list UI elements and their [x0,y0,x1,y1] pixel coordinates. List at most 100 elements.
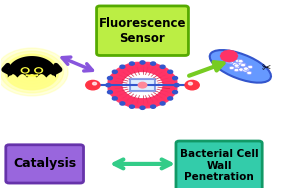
Circle shape [238,62,243,65]
Circle shape [5,54,59,90]
Circle shape [108,77,123,86]
Circle shape [151,96,165,105]
Circle shape [158,70,173,80]
Circle shape [224,58,228,61]
Circle shape [224,51,228,54]
Circle shape [110,87,124,97]
Text: ✂: ✂ [261,63,270,73]
Circle shape [248,65,253,69]
Circle shape [229,60,234,64]
Circle shape [161,73,175,83]
Circle shape [233,63,238,66]
Circle shape [241,64,246,67]
Circle shape [146,97,160,107]
Circle shape [229,66,234,70]
Circle shape [221,57,226,60]
Circle shape [247,71,252,75]
Circle shape [185,81,199,90]
FancyBboxPatch shape [176,141,262,189]
Circle shape [106,84,111,87]
Circle shape [5,54,58,90]
Circle shape [151,62,156,65]
Circle shape [233,55,237,57]
Circle shape [235,65,240,68]
Circle shape [234,68,239,72]
Circle shape [135,62,150,71]
Circle shape [23,66,41,78]
Circle shape [116,93,130,103]
FancyBboxPatch shape [97,6,188,56]
Circle shape [120,65,134,75]
Circle shape [36,69,41,72]
Circle shape [129,62,134,65]
Circle shape [232,57,237,60]
Circle shape [243,69,248,72]
Circle shape [232,53,237,56]
Circle shape [226,59,231,63]
Circle shape [168,97,173,100]
Circle shape [140,61,145,64]
Circle shape [116,67,130,77]
Circle shape [35,68,42,73]
Circle shape [129,105,134,108]
Circle shape [107,91,112,94]
Circle shape [125,64,139,73]
Circle shape [14,60,50,84]
Circle shape [160,65,165,68]
Circle shape [188,82,192,85]
Circle shape [112,70,127,80]
Circle shape [230,51,234,54]
Circle shape [173,77,178,80]
Circle shape [228,59,233,63]
Circle shape [224,55,229,59]
Circle shape [227,57,233,60]
Circle shape [108,84,123,93]
Circle shape [112,97,117,100]
Circle shape [163,80,177,90]
Circle shape [162,77,177,86]
Circle shape [141,98,155,108]
Circle shape [18,63,45,81]
Circle shape [227,59,231,62]
Circle shape [241,63,246,66]
Circle shape [120,96,134,105]
Polygon shape [8,56,56,77]
Ellipse shape [210,50,271,83]
Circle shape [128,75,157,95]
Circle shape [160,102,165,105]
Circle shape [0,51,64,93]
Circle shape [141,62,155,72]
Circle shape [130,62,144,72]
Circle shape [226,60,231,63]
Circle shape [151,105,156,108]
Circle shape [110,73,124,83]
Circle shape [112,91,127,100]
Circle shape [244,68,249,71]
Circle shape [155,93,169,103]
FancyBboxPatch shape [6,145,84,183]
Circle shape [9,57,54,87]
Text: Bacterial Cell
Wall
Penetration: Bacterial Cell Wall Penetration [180,149,258,182]
Circle shape [239,68,244,71]
Circle shape [130,98,144,108]
Circle shape [138,82,147,88]
Circle shape [23,69,27,72]
Circle shape [27,69,36,75]
Circle shape [125,97,139,107]
Circle shape [120,65,125,68]
Text: Fluorescence
Sensor: Fluorescence Sensor [99,17,186,45]
Circle shape [238,60,243,63]
Circle shape [93,82,97,85]
Circle shape [107,77,112,80]
Circle shape [227,50,231,53]
Circle shape [234,64,239,67]
Text: Catalysis: Catalysis [13,157,76,170]
Circle shape [112,70,117,73]
Circle shape [86,81,100,90]
Circle shape [173,91,178,94]
Circle shape [140,106,145,109]
Circle shape [168,70,173,73]
Circle shape [158,91,173,100]
Circle shape [174,84,179,87]
Circle shape [120,102,125,105]
